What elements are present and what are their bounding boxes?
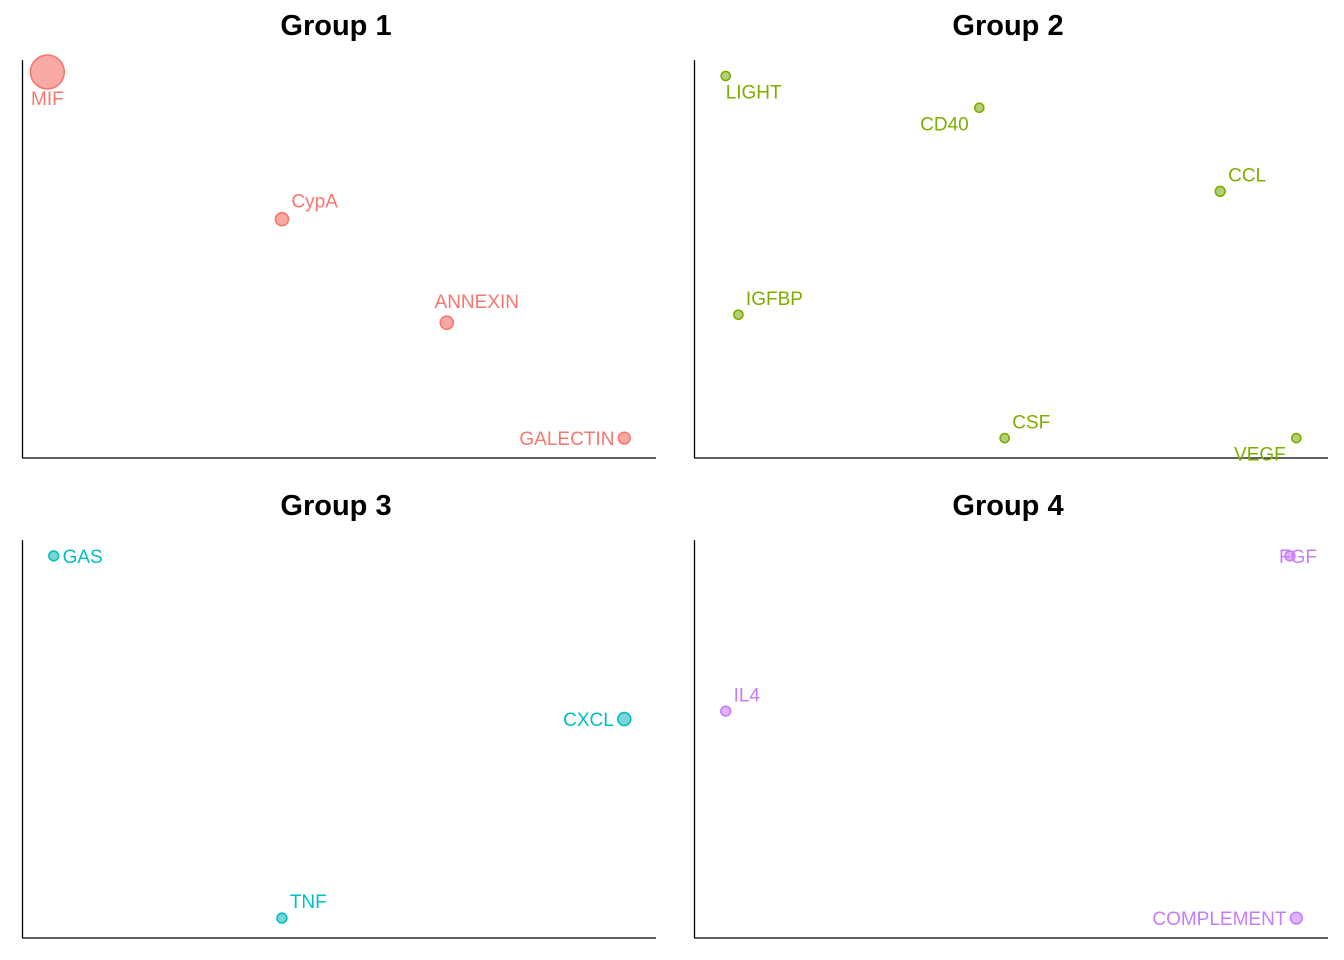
data-label-light: LIGHT [726,82,782,103]
data-point-mif [29,54,66,90]
panel-group-1: Group 1 MIF CypA ANNEXIN GALECTIN [0,0,672,480]
data-point-vegf [1290,432,1302,444]
data-point-annexin [439,315,455,330]
panel-group-2: Group 2 LIGHT CD40 CCL IGFBP CSF VEGF [672,0,1344,480]
data-label-annexin: ANNEXIN [435,292,519,313]
scatter-plot-group-3: GAS CXCL TNF [21,540,656,939]
data-label-il4: IL4 [734,685,761,706]
data-label-fgf: FGF [1279,547,1317,568]
data-point-igfbp [733,309,744,321]
panel-title: Group 3 [280,490,392,522]
panel-title: Group 1 [280,10,392,42]
scatter-plot-group-2: LIGHT CD40 CCL IGFBP CSF VEGF [693,60,1328,466]
data-label-ccl: CCL [1228,165,1266,186]
data-point-cypa [274,211,290,227]
data-point-cxcl [616,711,632,727]
panel-group-4: Group 4 FGF IL4 COMPLEMENT [672,480,1344,960]
scatter-plot-group-1: MIF CypA ANNEXIN GALECTIN [21,54,656,459]
data-label-tnf: TNF [290,892,327,913]
data-point-complement [1289,911,1303,925]
data-point-csf [999,432,1011,444]
data-point-fgf [1284,550,1296,562]
data-point-gas [48,550,60,562]
panel-group-3: Group 3 GAS CXCL TNF [0,480,672,960]
data-point-ccl [1214,185,1226,198]
scatter-plot-group-4: FGF IL4 COMPLEMENT [693,540,1328,939]
data-label-cd40: CD40 [920,114,969,135]
data-point-light [720,70,732,82]
data-label-cxcl: CXCL [563,710,614,731]
data-label-cypa: CypA [291,192,338,213]
data-label-gas: GAS [63,547,103,568]
data-point-tnf [276,912,288,924]
data-label-igfbp: IGFBP [746,289,803,310]
data-point-galectin [617,431,631,445]
panel-title: Group 2 [952,10,1064,42]
data-label-mif: MIF [31,89,64,110]
data-label-csf: CSF [1012,413,1050,434]
data-point-cd40 [973,102,985,114]
data-point-il4 [720,705,732,717]
data-label-complement: COMPLEMENT [1152,909,1286,930]
data-label-galectin: GALECTIN [519,429,614,450]
panel-title: Group 4 [952,490,1064,522]
data-label-vegf: VEGF [1234,445,1286,466]
